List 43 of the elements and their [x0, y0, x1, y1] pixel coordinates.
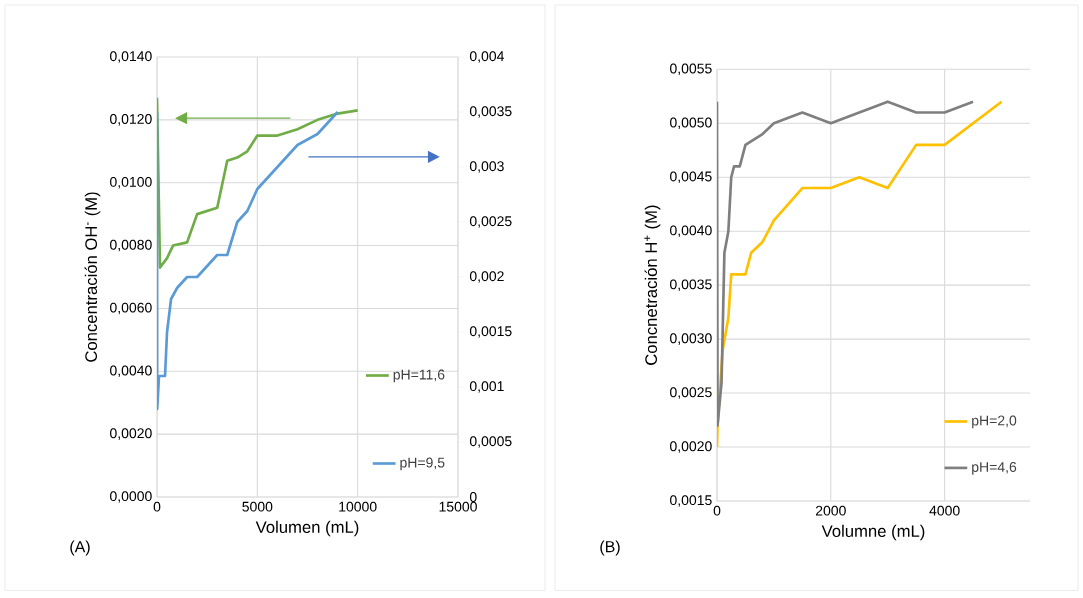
y2-tick-label: 0,001 — [469, 381, 504, 393]
y-tick-label: 0,0050 — [670, 117, 712, 130]
y-axis-title: Concnetración H$^{+}$ (M) — [644, 205, 661, 365]
y-tick-label: 0,0000 — [110, 491, 152, 503]
y-tick-label: 0,0100 — [110, 176, 152, 189]
y-tick-label: 0,0140 — [110, 51, 152, 63]
x-tick-label: 2000 — [815, 505, 846, 516]
text: (A) — [70, 540, 90, 556]
y2-tick-label: 0,002 — [469, 271, 504, 283]
x-axis-title: Volumen (mL) — [255, 520, 359, 537]
x-tick-label: 4000 — [929, 505, 960, 516]
y2-tick-label: 0,0025 — [469, 216, 512, 228]
legend-label: pH=11,6 — [393, 369, 445, 383]
x-tick-label: 0 — [153, 501, 161, 512]
y-tick-label: 0,0020 — [110, 428, 152, 440]
y2-tick-label: 0 — [469, 492, 477, 502]
y2-tick-label: 0,004 — [469, 51, 504, 63]
y2-tick-label: 0,0005 — [469, 436, 512, 448]
y-tick-label: 0,0015 — [670, 495, 712, 507]
x-tick-label: 15000 — [439, 501, 477, 512]
y-tick-label: 0,0025 — [670, 387, 712, 399]
y2-tick-label: 0,003 — [469, 161, 504, 173]
legend-label: pH=2,0 — [972, 415, 1017, 429]
legend-label: pH=9,5 — [400, 457, 445, 471]
y-tick-label: 0,0080 — [110, 239, 152, 252]
y-tick-label: 0,0055 — [670, 63, 712, 76]
y2-tick-label: 0,0015 — [469, 326, 512, 338]
x-tick-label: 5000 — [242, 501, 273, 512]
y-tick-label: 0,0045 — [670, 171, 712, 184]
y2-tick-label: 0,0035 — [469, 106, 512, 118]
y-tick-label: 0,0040 — [110, 365, 152, 378]
y-tick-label: 0,0040 — [670, 225, 712, 237]
y-axis-title: Concentración OH$^{-}$ (M) — [84, 192, 101, 362]
y-tick-label: 0,0120 — [110, 114, 152, 126]
legend-label: pH=4,6 — [972, 462, 1017, 475]
y-tick-label: 0,0020 — [670, 441, 712, 453]
y-tick-label: 0,0030 — [670, 333, 712, 345]
x-tick-label: 0 — [713, 505, 721, 516]
y-tick-label: 0,0035 — [670, 279, 712, 291]
x-tick-label: 10000 — [339, 501, 377, 512]
text: (B) — [600, 540, 620, 556]
x-axis-title: Volumne (mL) — [821, 524, 925, 541]
y-tick-label: 0,0060 — [110, 302, 152, 315]
